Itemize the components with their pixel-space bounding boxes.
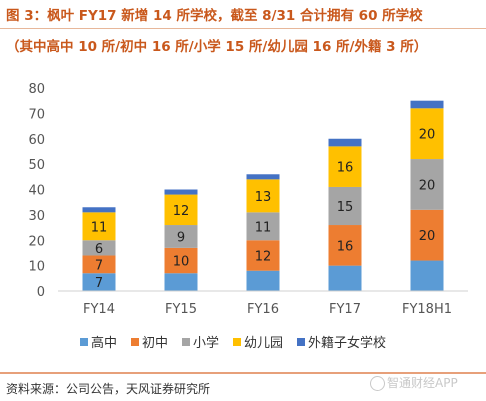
data-label: 13 [255,190,272,205]
bar-segment [164,247,198,274]
data-label: 10 [173,255,190,270]
footer-divider [0,372,486,374]
legend-label: 外籍子女学校 [308,335,386,351]
bar-segment [410,159,444,210]
data-label: 9 [177,230,185,245]
data-label: 20 [419,229,436,244]
data-label: 6 [95,242,103,257]
data-label: 20 [419,178,436,193]
data-label: 12 [173,204,190,219]
legend-swatch [131,338,139,346]
x-tick-label: FY16 [247,302,279,317]
y-tick-label: 50 [28,158,45,173]
watermark-logo-icon [370,376,385,391]
watermark: 智通财经APP [370,374,458,391]
legend-label: 小学 [193,335,219,351]
x-tick-label: FY15 [165,302,197,317]
watermark-text: 智通财经APP [387,376,458,390]
bar-segment [246,270,280,291]
y-tick-label: 20 [28,234,45,249]
y-tick-label: 70 [28,107,45,122]
source-note: 资料来源：公司公告，天风证券研究所 [6,382,211,396]
x-axis: FY14 FY15 FY16 FY17 FY18H1 [58,290,468,317]
data-label: 7 [95,258,103,273]
bar-segment [164,225,198,248]
bar-segment [82,273,116,291]
data-label: 16 [337,161,354,176]
bar-segment [328,225,362,266]
data-label: 16 [337,239,354,254]
bar-segment [410,209,444,261]
bar-segment [328,186,362,226]
bar-segment [410,100,444,109]
x-tick-label: FY18H1 [402,302,452,317]
x-tick-label: FY14 [83,302,115,317]
legend-label: 幼儿园 [244,336,283,351]
legend-swatch [80,338,88,346]
legend-label: 初中 [142,336,168,351]
bar-segment [164,273,198,291]
y-tick-label: 10 [28,260,45,275]
y-tick-label: 0 [37,285,45,300]
y-tick-label: 60 [28,133,45,148]
bar-segment [410,108,444,160]
bar-segment [82,255,116,274]
data-label: 12 [255,249,272,264]
data-label: 11 [91,220,108,235]
bar-segment [328,265,362,291]
y-axis: 0 10 20 30 40 50 60 70 80 [28,82,45,300]
bar-segment [246,212,280,241]
title-divider [0,28,486,29]
data-label: 20 [419,128,436,143]
bar-segment [328,146,362,187]
y-tick-label: 40 [28,184,45,199]
bar-segment [164,194,198,226]
data-label: 15 [337,200,354,215]
bar-segment [246,174,280,180]
bar-segment [82,207,116,213]
bar-segment [164,189,198,195]
legend-swatch [182,338,190,346]
bar-segment [82,240,116,256]
chart-title: 图 3：枫叶 FY17 新增 14 所学校，截至 8/31 合计拥有 60 所学… [6,8,423,24]
legend: 高中 初中 小学 幼儿园 外籍子女学校 [80,335,386,351]
chart-subtitle: （其中高中 10 所/初中 16 所/小学 15 所/幼儿园 16 所/外籍 3… [6,39,428,55]
legend-swatch [297,338,305,346]
bar-segment [246,179,280,213]
y-tick-label: 80 [28,82,45,97]
bar-segment [246,240,280,271]
bar-segment [328,138,362,147]
legend-swatch [233,338,241,346]
x-tick-label: FY17 [329,302,361,317]
y-tick-label: 30 [28,209,45,224]
data-label: 7 [95,276,103,291]
bar-segment [410,260,444,291]
legend-label: 高中 [91,335,117,351]
data-label: 11 [255,220,272,235]
bar-segment [82,212,116,241]
